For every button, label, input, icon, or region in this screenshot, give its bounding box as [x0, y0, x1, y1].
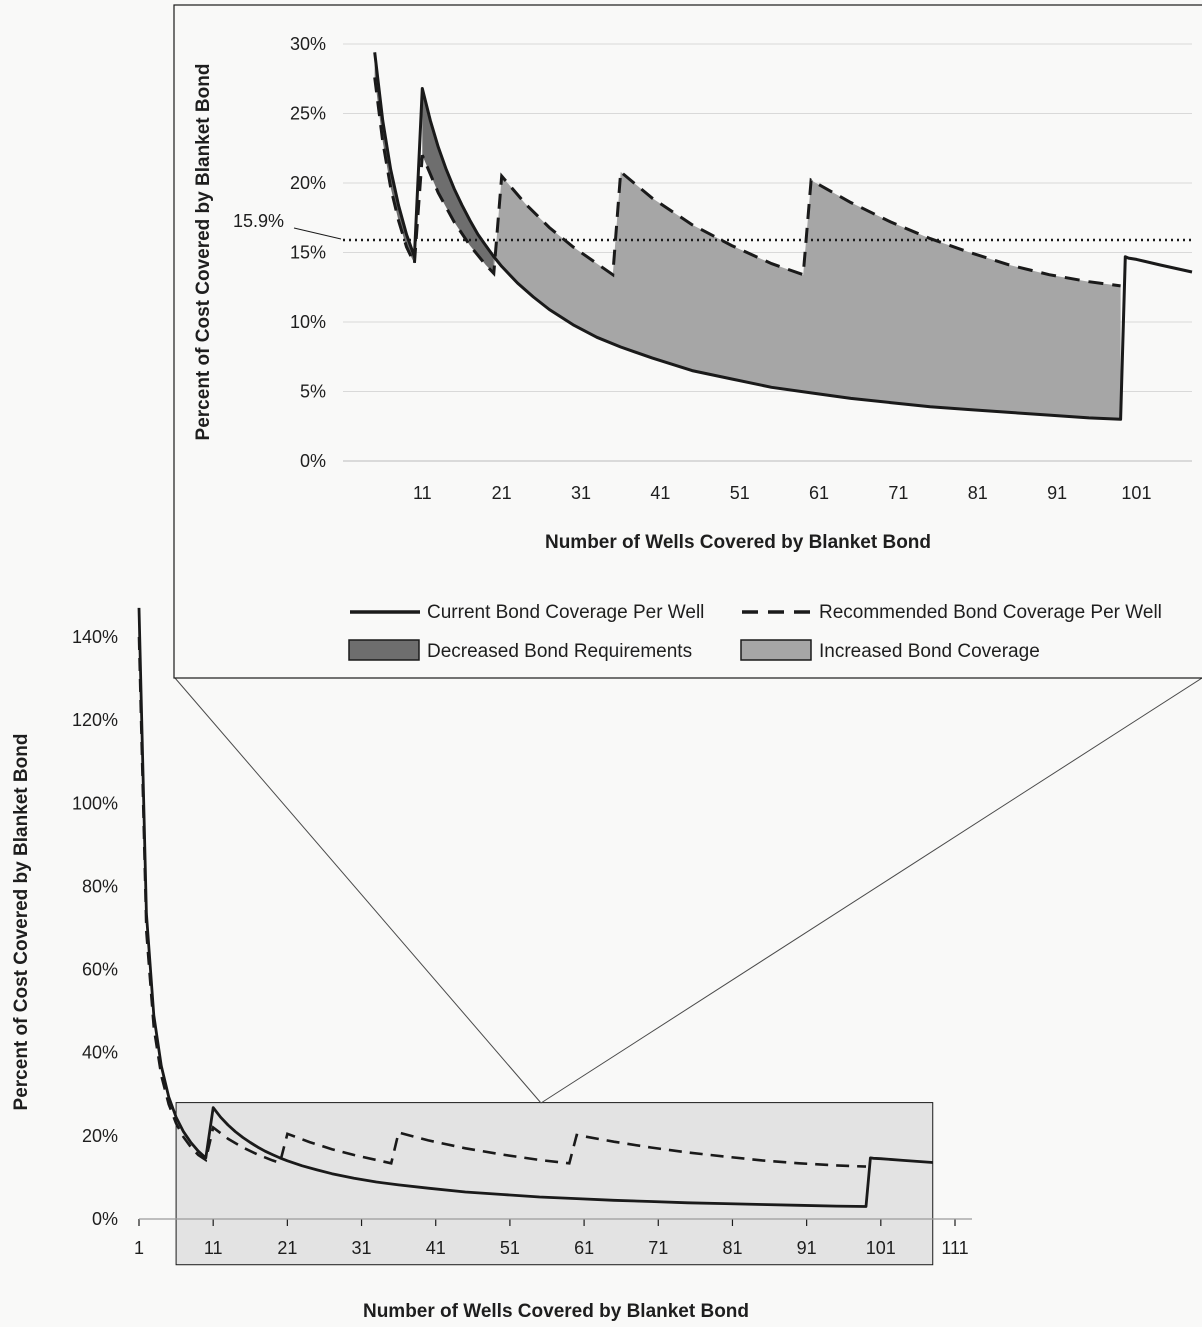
legend-dark-fill-swatch: [348, 639, 420, 661]
main-y-tick-label: 100%: [72, 793, 118, 813]
inset-y-tick-label: 15%: [290, 243, 326, 263]
main-chart: 0%20%40%60%80%100%120%140% 1 11 21 31 41 51 61…: [11, 607, 972, 1322]
inset-x-tick-label: 31: [571, 483, 591, 503]
inset-x-axis-ticks: 11 21 31 41 51 61 71 81 91 101: [413, 483, 1151, 503]
inset-x-axis-title: Number of Wells Covered by Blanket Bond: [545, 532, 931, 553]
main-x-tick-label: 71: [648, 1238, 668, 1258]
inset-x-tick-label: 51: [730, 483, 750, 503]
main-x-tick-label: 41: [426, 1238, 446, 1258]
main-x-tick-label: 31: [352, 1238, 372, 1258]
main-y-tick-label: 40%: [82, 1043, 118, 1063]
main-recommended-line: [137, 636, 867, 1168]
inset-y-tick-label: 30%: [290, 34, 326, 54]
legend-label-recommended: Recommended Bond Coverage Per Well: [819, 602, 1162, 623]
inset-y-axis-ticks: 0% 5% 10% 15% 20% 25% 30%: [290, 34, 326, 471]
main-y-axis-title: Percent of Cost Covered by Blanket Bond: [11, 734, 32, 1111]
legend-light-fill-swatch: [740, 639, 812, 661]
legend-label-increased: Increased Bond Coverage: [819, 641, 1040, 662]
main-x-tick-label: 91: [797, 1238, 817, 1258]
inset-y-tick-label: 0%: [300, 451, 326, 471]
connector-left: [174, 677, 542, 1104]
zoom-region-highlight: [175, 1102, 934, 1266]
inset-shaded-areas: [374, 52, 1121, 420]
main-x-axis-ticks: 1 11 21 31 41 51 61 71 81 91 101 111: [134, 1219, 969, 1258]
inset-y-axis-title: Percent of Cost Covered by Blanket Bond: [193, 64, 214, 441]
main-y-tick-label: 140%: [72, 627, 118, 647]
inset-x-tick-label: 101: [1121, 483, 1151, 503]
increased-coverage-area: [493, 171, 1121, 420]
legend-label-decreased: Decreased Bond Requirements: [427, 641, 692, 662]
main-x-tick-label: 61: [574, 1238, 594, 1258]
main-x-tick-label: 11: [204, 1238, 223, 1258]
reference-line-pointer: [293, 227, 342, 240]
inset-x-tick-label: 21: [492, 483, 512, 503]
main-x-axis-title: Number of Wells Covered by Blanket Bond: [363, 1301, 749, 1322]
inset-y-tick-label: 25%: [290, 104, 326, 124]
inset-x-tick-label: 81: [968, 483, 988, 503]
main-x-tick-label: 101: [866, 1238, 896, 1258]
main-y-tick-label: 120%: [72, 710, 118, 730]
main-x-tick-label: 111: [941, 1238, 968, 1258]
inset-series-lines: [373, 52, 1193, 421]
main-x-tick-label: 51: [500, 1238, 520, 1258]
inset-x-tick-label: 11: [413, 483, 432, 503]
main-y-tick-label: 20%: [82, 1126, 118, 1146]
inset-y-tick-label: 5%: [300, 382, 326, 402]
reference-line-label: 15.9%: [233, 211, 284, 231]
main-x-tick-label: 1: [134, 1238, 144, 1258]
legend: Current Bond Coverage Per Well Recommend…: [348, 602, 1162, 662]
main-y-axis-ticks: 0% 20% 40% 60% 80% 100% 120% 140%: [72, 627, 118, 1229]
inset-y-tick-label: 20%: [290, 173, 326, 193]
connector-right: [540, 677, 1202, 1104]
inset-chart: 0% 5% 10% 15% 20% 25% 30% 11 21 31 41 51 61 71 81 91 10…: [173, 4, 1202, 679]
main-y-tick-label: 60%: [82, 960, 118, 980]
main-x-tick-label: 81: [722, 1238, 742, 1258]
main-y-tick-label: 80%: [82, 876, 118, 896]
inset-x-tick-label: 91: [1047, 483, 1067, 503]
inset-x-tick-label: 61: [809, 483, 829, 503]
zoom-connector-lines: [174, 677, 1202, 1104]
legend-label-current: Current Bond Coverage Per Well: [427, 602, 704, 623]
inset-gridlines: [343, 43, 1192, 462]
inset-x-tick-label: 71: [888, 483, 908, 503]
main-series-lines: [137, 607, 933, 1208]
inset-current-line: [373, 52, 1193, 421]
main-y-tick-label: 0%: [92, 1209, 118, 1229]
main-x-tick-label: 21: [277, 1238, 297, 1258]
inset-x-tick-label: 41: [650, 483, 670, 503]
inset-y-tick-label: 10%: [290, 312, 326, 332]
decreased-requirements-area: [422, 88, 494, 274]
main-current-line: [137, 607, 933, 1208]
